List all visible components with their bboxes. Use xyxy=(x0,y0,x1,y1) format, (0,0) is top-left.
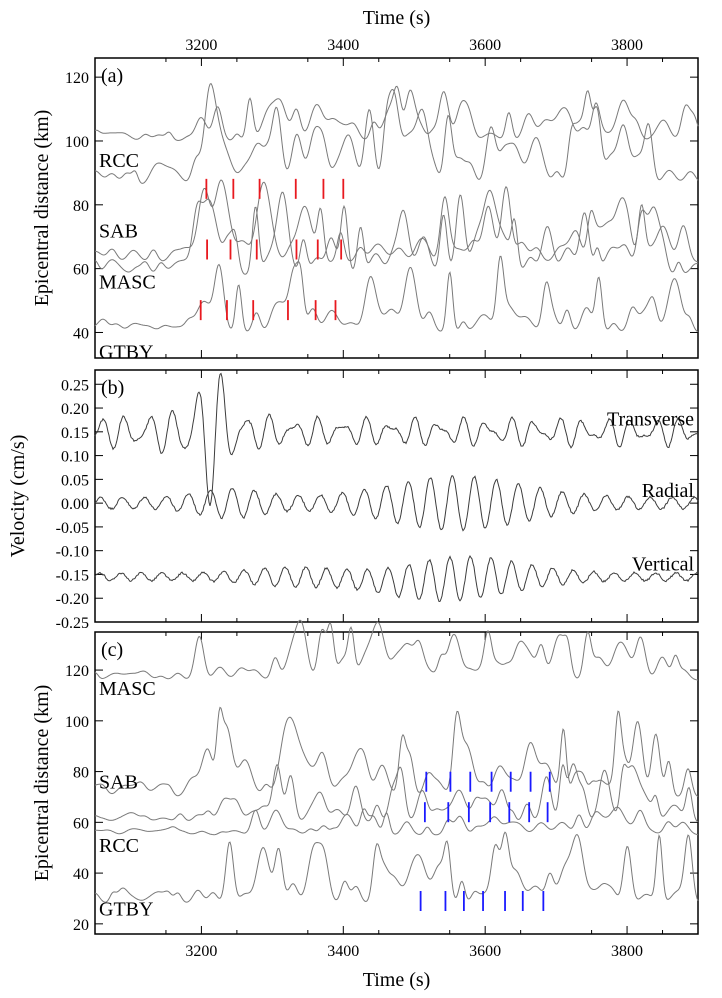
y-tick-label: 80 xyxy=(73,765,89,782)
station-label: GTBY xyxy=(99,899,153,921)
seismogram-trace xyxy=(94,82,699,184)
y-tick-label: -0.05 xyxy=(56,520,89,537)
seismogram-trace xyxy=(94,706,699,797)
component-label: Radial xyxy=(642,480,695,502)
y-tick-label: 0.05 xyxy=(61,472,89,489)
panel-frame xyxy=(94,57,699,359)
y-tick-label: 20 xyxy=(73,917,89,934)
velocity-trace xyxy=(94,372,699,507)
y-tick-label: 0.20 xyxy=(61,401,89,418)
y-tick-label: -0.15 xyxy=(56,567,89,584)
y-tick-label: -0.20 xyxy=(56,591,89,608)
station-label: MASC xyxy=(99,678,156,700)
y-tick-label: 40 xyxy=(73,866,89,883)
station-label: GTBY xyxy=(99,342,153,364)
x-tick-label: 3600 xyxy=(469,943,501,960)
y-axis-label: Epicentral distance (km) xyxy=(31,110,53,307)
x-axis-label: Time (s) xyxy=(363,969,431,991)
x-tick-label: 3200 xyxy=(185,943,217,960)
panel-label: (c) xyxy=(101,639,123,661)
station-label: SAB xyxy=(99,772,138,794)
x-tick-label: 3600 xyxy=(469,37,501,54)
x-tick-label: 3800 xyxy=(611,943,643,960)
seismogram-trace xyxy=(94,189,699,275)
station-label: MASC xyxy=(99,271,156,293)
seismogram-trace xyxy=(94,763,699,823)
y-tick-label: 0.00 xyxy=(61,496,89,513)
component-label: Vertical xyxy=(632,554,695,576)
y-tick-label: 0.10 xyxy=(61,449,89,466)
panel-label: (a) xyxy=(101,65,123,87)
velocity-trace xyxy=(94,554,699,603)
y-tick-label: 40 xyxy=(73,325,89,342)
y-tick-label: 0.25 xyxy=(61,377,89,394)
y-tick-label: -0.10 xyxy=(56,544,89,561)
x-axis-label: Time (s) xyxy=(363,7,431,29)
x-tick-label: 3800 xyxy=(611,37,643,54)
y-tick-label: -0.25 xyxy=(56,615,89,632)
velocity-trace xyxy=(94,475,699,532)
y-tick-label: 100 xyxy=(65,134,89,151)
component-label: Transverse xyxy=(607,408,694,430)
seismogram-trace xyxy=(94,619,699,681)
y-tick-label: 0.15 xyxy=(61,425,89,442)
station-label: RCC xyxy=(99,150,139,172)
seismogram-trace xyxy=(94,179,699,263)
seismogram-trace xyxy=(94,806,699,836)
x-tick-label: 3400 xyxy=(327,37,359,54)
panel-label: (b) xyxy=(101,377,124,399)
y-axis-label: Velocity (cm/s) xyxy=(7,435,29,558)
panel-frame xyxy=(94,369,699,623)
y-axis-label: Epicentral distance (km) xyxy=(31,685,53,882)
y-tick-label: 120 xyxy=(65,70,89,87)
y-tick-label: 100 xyxy=(65,714,89,731)
y-tick-label: 80 xyxy=(73,198,89,215)
x-tick-label: 3400 xyxy=(327,943,359,960)
seismogram-trace xyxy=(94,255,699,333)
seismogram-trace xyxy=(94,85,699,142)
x-tick-label: 3200 xyxy=(185,37,217,54)
station-label: RCC xyxy=(99,835,139,857)
y-tick-label: 120 xyxy=(65,663,89,680)
panel-frame xyxy=(94,631,699,935)
y-tick-label: 60 xyxy=(73,815,89,832)
seismogram-trace xyxy=(94,831,699,903)
station-label: SAB xyxy=(99,220,138,242)
y-tick-label: 60 xyxy=(73,262,89,279)
